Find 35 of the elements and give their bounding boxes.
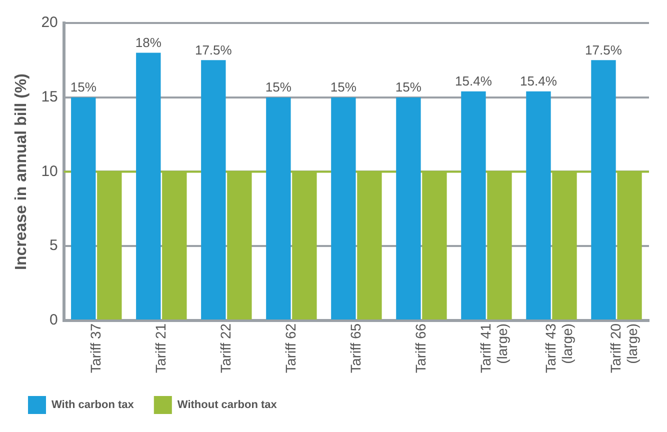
data-label: 17.5%	[585, 42, 622, 58]
bar	[201, 60, 226, 320]
bar	[396, 97, 421, 320]
data-label: 15%	[395, 79, 422, 94]
bar	[136, 52, 161, 320]
x-tick-label: Tariff 21	[152, 323, 168, 373]
x-tick-label: Tariff 41 (large)	[477, 323, 510, 373]
y-tick-label: 10	[41, 162, 58, 180]
bar	[591, 60, 616, 320]
bar	[71, 97, 96, 320]
bar	[331, 97, 356, 320]
y-tick-label: 5	[50, 237, 58, 254]
y-tick-label: 0	[50, 312, 58, 329]
legend-label: Without carbon tax	[177, 399, 278, 412]
x-tick-label: Tariff 62	[282, 323, 298, 373]
x-tick-label: Tariff 65	[347, 323, 364, 373]
data-label: 15%	[330, 79, 357, 94]
bar	[526, 91, 551, 320]
y-axis-title: Increase in annual bill (%)	[13, 73, 30, 270]
legend-label: With carbon tax	[52, 399, 135, 412]
data-label: 15%	[70, 79, 97, 94]
bar	[461, 91, 486, 320]
data-label: 15%	[265, 79, 292, 94]
data-label: 17.5%	[194, 42, 232, 58]
data-label: 18%	[135, 34, 162, 50]
data-label: 15.4%	[520, 73, 558, 88]
y-tick-label: 15	[41, 88, 58, 106]
x-tick-label: Tariff 66	[412, 323, 428, 373]
bar	[266, 97, 291, 320]
x-tick-label: Tariff 20 (large)	[607, 323, 640, 373]
x-tick-label: Tariff 37	[87, 323, 104, 373]
x-tick-label: Tariff 22	[217, 323, 234, 373]
y-tick-label: 20	[41, 14, 58, 32]
x-tick-label: Tariff 43 (large)	[542, 323, 576, 373]
data-label: 15.4%	[455, 73, 492, 88]
